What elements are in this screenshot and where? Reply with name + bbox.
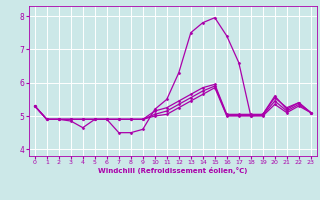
X-axis label: Windchill (Refroidissement éolien,°C): Windchill (Refroidissement éolien,°C) (98, 167, 247, 174)
